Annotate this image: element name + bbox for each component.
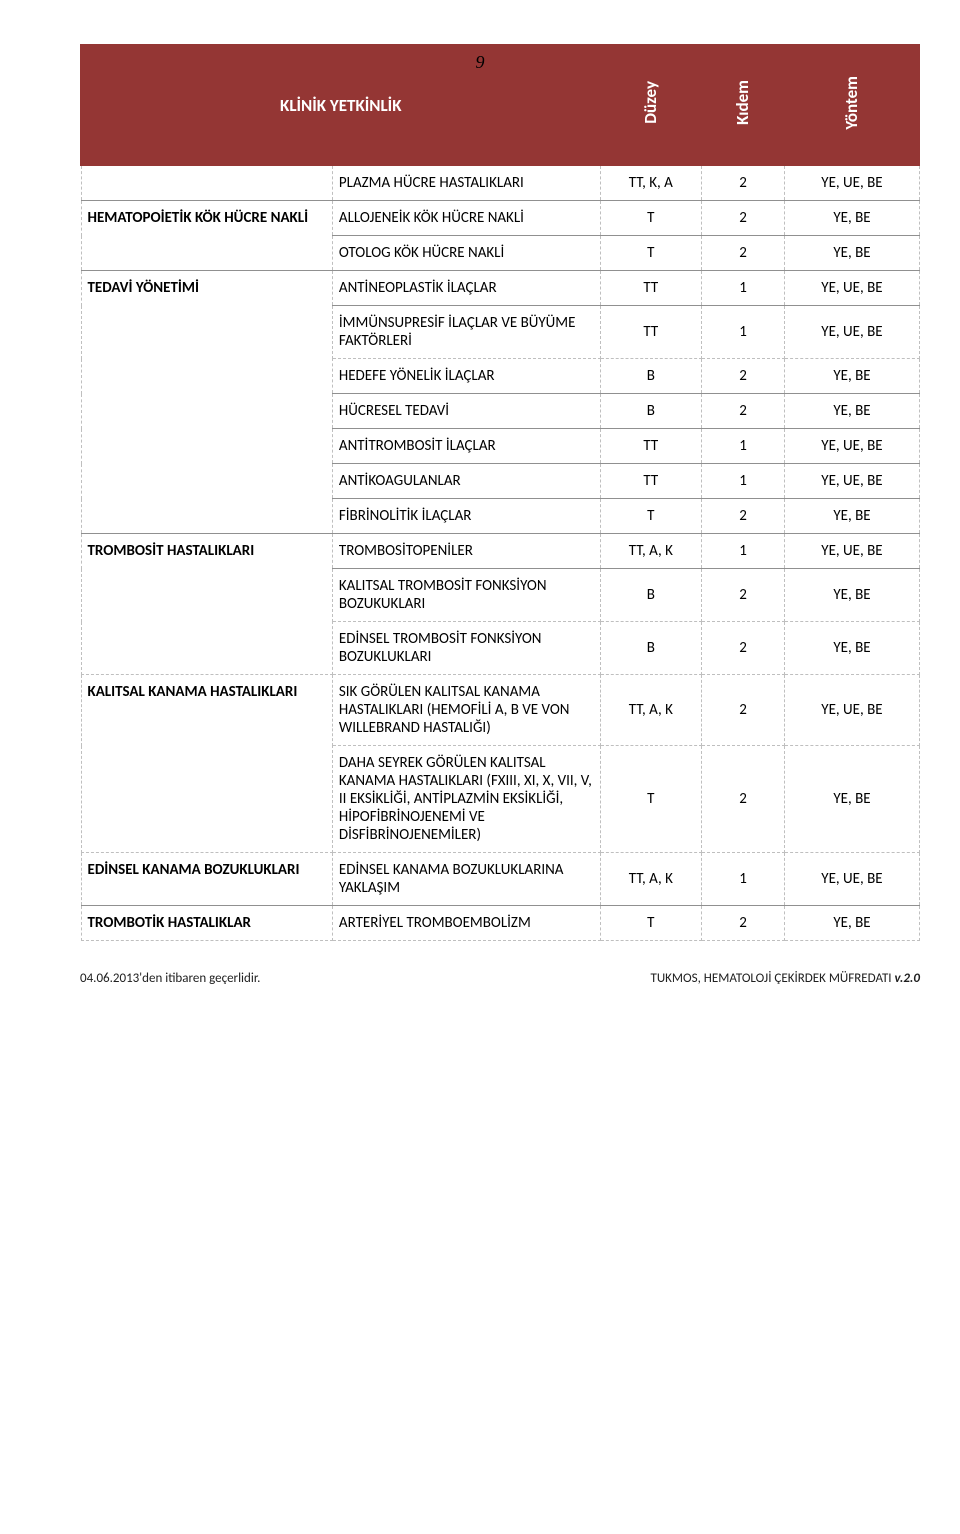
row-category: KALITSAL KANAMA HASTALIKLARI — [81, 675, 332, 853]
row-method: YE, BE — [785, 359, 919, 394]
header-title: KLİNİK YETKİNLİK — [81, 45, 601, 165]
footer-right-version: v.2.0 — [895, 971, 920, 986]
header-seniority: Kıdem — [701, 45, 785, 165]
row-seniority: 2 — [701, 622, 785, 675]
row-level: TT, A, K — [601, 534, 702, 569]
row-level: TT, A, K — [601, 675, 702, 746]
row-seniority: 2 — [701, 236, 785, 271]
row-level: T — [601, 499, 702, 534]
table-row: PLAZMA HÜCRE HASTALIKLARITT, K, A2YE, UE… — [81, 165, 919, 201]
row-item: ANTİNEOPLASTİK İLAÇLAR — [332, 271, 600, 306]
row-method: YE, BE — [785, 569, 919, 622]
row-seniority: 2 — [701, 359, 785, 394]
row-method: YE, UE, BE — [785, 429, 919, 464]
row-item: DAHA SEYREK GÖRÜLEN KALITSAL KANAMA HAST… — [332, 746, 600, 853]
row-seniority: 2 — [701, 394, 785, 429]
row-method: YE, UE, BE — [785, 675, 919, 746]
row-level: T — [601, 201, 702, 236]
row-seniority: 1 — [701, 429, 785, 464]
table-body: PLAZMA HÜCRE HASTALIKLARITT, K, A2YE, UE… — [81, 165, 919, 941]
row-item: ANTİTROMBOSİT İLAÇLAR — [332, 429, 600, 464]
table-row: TROMBOSİT HASTALIKLARITROMBOSİTOPENİLERT… — [81, 534, 919, 569]
header-method-label: Yöntem — [841, 68, 862, 138]
footer-left: 04.06.2013'den itibaren geçerlidir. — [80, 971, 260, 986]
row-item: TROMBOSİTOPENİLER — [332, 534, 600, 569]
row-item: EDİNSEL TROMBOSİT FONKSİYON BOZUKLUKLARI — [332, 622, 600, 675]
row-method: YE, BE — [785, 236, 919, 271]
row-item: SIK GÖRÜLEN KALITSAL KANAMA HASTALIKLARI… — [332, 675, 600, 746]
row-level: T — [601, 746, 702, 853]
row-item: HÜCRESEL TEDAVİ — [332, 394, 600, 429]
row-seniority: 1 — [701, 271, 785, 306]
row-seniority: 2 — [701, 165, 785, 201]
row-method: YE, UE, BE — [785, 853, 919, 906]
row-item: FİBRİNOLİTİK İLAÇLAR — [332, 499, 600, 534]
row-seniority: 1 — [701, 853, 785, 906]
row-level: B — [601, 359, 702, 394]
row-seniority: 2 — [701, 201, 785, 236]
page-number: 9 — [476, 52, 485, 73]
row-level: TT — [601, 271, 702, 306]
row-level: B — [601, 394, 702, 429]
row-item: OTOLOG KÖK HÜCRE NAKLİ — [332, 236, 600, 271]
header-level-label: Düzey — [640, 73, 661, 132]
row-category: TEDAVİ YÖNETİMİ — [81, 271, 332, 534]
row-level: T — [601, 906, 702, 941]
row-method: YE, UE, BE — [785, 165, 919, 201]
row-seniority: 2 — [701, 569, 785, 622]
header-seniority-label: Kıdem — [732, 72, 753, 133]
table-row: EDİNSEL KANAMA BOZUKLUKLARIEDİNSEL KANAM… — [81, 853, 919, 906]
row-item: ARTERİYEL TROMBOEMBOLİZM — [332, 906, 600, 941]
row-seniority: 2 — [701, 499, 785, 534]
row-item: ALLOJENEİK KÖK HÜCRE NAKLİ — [332, 201, 600, 236]
row-method: YE, UE, BE — [785, 306, 919, 359]
row-item: ANTİKOAGULANLAR — [332, 464, 600, 499]
row-category: HEMATOPOİETİK KÖK HÜCRE NAKLİ — [81, 201, 332, 271]
header-level: Düzey — [601, 45, 702, 165]
row-item: İMMÜNSUPRESİF İLAÇLAR VE BÜYÜME FAKTÖRLE… — [332, 306, 600, 359]
row-item: EDİNSEL KANAMA BOZUKLUKLARINA YAKLAŞIM — [332, 853, 600, 906]
row-seniority: 1 — [701, 534, 785, 569]
row-level: TT — [601, 429, 702, 464]
row-method: YE, BE — [785, 394, 919, 429]
row-category: TROMBOSİT HASTALIKLARI — [81, 534, 332, 675]
row-method: YE, BE — [785, 906, 919, 941]
footer-right-prefix: TUKMOS, HEMATOLOJİ ÇEKİRDEK MÜFREDATI — [650, 971, 894, 986]
row-category — [81, 165, 332, 201]
row-category: TROMBOTİK HASTALIKLAR — [81, 906, 332, 941]
row-seniority: 1 — [701, 306, 785, 359]
row-level: T — [601, 236, 702, 271]
row-method: YE, UE, BE — [785, 534, 919, 569]
header-method: Yöntem — [785, 45, 919, 165]
row-item: PLAZMA HÜCRE HASTALIKLARI — [332, 165, 600, 201]
row-level: TT — [601, 306, 702, 359]
row-level: B — [601, 569, 702, 622]
table-header-row: KLİNİK YETKİNLİK Düzey Kıdem Yöntem — [81, 45, 919, 165]
row-method: YE, BE — [785, 746, 919, 853]
row-level: B — [601, 622, 702, 675]
row-method: YE, UE, BE — [785, 464, 919, 499]
row-seniority: 1 — [701, 464, 785, 499]
page: 9 KLİNİK YETKİNLİK Düzey Kıdem Yöntem PL… — [0, 44, 960, 1006]
row-method: YE, BE — [785, 499, 919, 534]
row-seniority: 2 — [701, 906, 785, 941]
row-method: YE, UE, BE — [785, 271, 919, 306]
footer-right: TUKMOS, HEMATOLOJİ ÇEKİRDEK MÜFREDATI v.… — [650, 971, 920, 986]
table-row: KALITSAL KANAMA HASTALIKLARISIK GÖRÜLEN … — [81, 675, 919, 746]
row-method: YE, BE — [785, 201, 919, 236]
row-level: TT — [601, 464, 702, 499]
row-level: TT, K, A — [601, 165, 702, 201]
row-level: TT, A, K — [601, 853, 702, 906]
row-category: EDİNSEL KANAMA BOZUKLUKLARI — [81, 853, 332, 906]
page-footer: 04.06.2013'den itibaren geçerlidir. TUKM… — [80, 971, 920, 986]
row-item: KALITSAL TROMBOSİT FONKSİYON BOZUKUKLARI — [332, 569, 600, 622]
table-row: TROMBOTİK HASTALIKLARARTERİYEL TROMBOEMB… — [81, 906, 919, 941]
table-row: TEDAVİ YÖNETİMİANTİNEOPLASTİK İLAÇLARTT1… — [81, 271, 919, 306]
row-item: HEDEFE YÖNELİK İLAÇLAR — [332, 359, 600, 394]
row-seniority: 2 — [701, 675, 785, 746]
row-seniority: 2 — [701, 746, 785, 853]
competency-table: KLİNİK YETKİNLİK Düzey Kıdem Yöntem PLAZ… — [80, 44, 920, 941]
table-row: HEMATOPOİETİK KÖK HÜCRE NAKLİALLOJENEİK … — [81, 201, 919, 236]
row-method: YE, BE — [785, 622, 919, 675]
